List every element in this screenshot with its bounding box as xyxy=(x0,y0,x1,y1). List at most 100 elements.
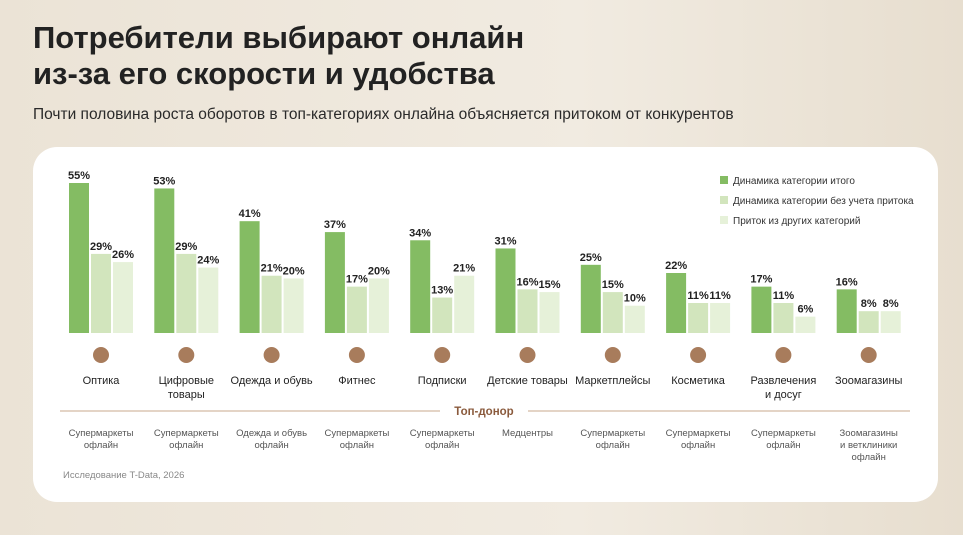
value-label: 11% xyxy=(687,290,709,302)
bar xyxy=(688,303,709,333)
category-label: Развлечения и досуг xyxy=(750,375,817,401)
value-label: 10% xyxy=(624,293,646,305)
category-icon xyxy=(860,347,877,363)
value-label: 13% xyxy=(431,285,453,297)
bar xyxy=(880,311,901,333)
bar xyxy=(602,292,623,333)
bar xyxy=(198,267,219,333)
category-label: Подписки xyxy=(417,375,467,387)
value-label: 37% xyxy=(324,219,346,231)
bar xyxy=(710,303,731,333)
bar xyxy=(91,253,111,333)
bar xyxy=(346,286,367,333)
bar xyxy=(324,232,345,333)
value-label: 21% xyxy=(261,263,283,275)
bar xyxy=(624,305,645,333)
donor-label: Супермаркеты офлайн xyxy=(665,428,731,451)
category-icon xyxy=(434,347,451,363)
value-label: 53% xyxy=(153,175,175,187)
value-label: 15% xyxy=(602,279,624,291)
bar xyxy=(795,316,816,333)
value-label: 17% xyxy=(750,274,772,286)
value-label: 21% xyxy=(453,263,475,275)
legend-label: Приток из других категорий xyxy=(733,216,860,227)
category-icon xyxy=(93,347,109,363)
value-label: 11% xyxy=(709,290,731,302)
donor-label: Супермаркеты офлайн xyxy=(324,428,390,451)
value-label: 8% xyxy=(861,298,877,310)
donor-label: Супермаркеты офлайн xyxy=(68,428,134,451)
bar xyxy=(154,188,175,333)
donor-label: Супермаркеты офлайн xyxy=(750,428,816,451)
bar xyxy=(454,275,475,333)
value-label: 20% xyxy=(283,265,305,277)
donor-label: Супермаркеты офлайн xyxy=(580,428,646,451)
value-label: 22% xyxy=(665,260,687,272)
donor-label: Супермаркеты офлайн xyxy=(153,428,219,451)
legend-swatch xyxy=(720,216,728,224)
bar xyxy=(432,297,453,333)
title: Потребители выбирают онлайн из-за его ск… xyxy=(33,20,525,91)
legend-swatch xyxy=(720,196,728,204)
bar xyxy=(113,262,133,333)
legend-label: Динамика категории итого xyxy=(733,176,855,187)
source: Исследование T-Data, 2026 xyxy=(63,470,184,481)
bar xyxy=(283,278,304,333)
bar xyxy=(858,311,879,333)
value-label: 55% xyxy=(68,170,90,182)
subtitle: Почти половина роста оборотов в топ-кате… xyxy=(33,106,734,123)
value-label: 16% xyxy=(516,276,538,288)
value-label: 11% xyxy=(773,290,795,302)
bar xyxy=(751,286,772,333)
legend-label: Динамика категории без учета притока xyxy=(733,195,914,207)
value-label: 8% xyxy=(883,298,899,310)
bar xyxy=(261,275,282,333)
value-label: 6% xyxy=(797,304,813,316)
donor-label: Одежда и обувь офлайн xyxy=(236,428,308,451)
bar xyxy=(239,221,260,333)
category-icon xyxy=(690,347,707,363)
value-label: 31% xyxy=(494,235,516,247)
category-icon xyxy=(519,347,536,363)
category-label: Цифровые товары xyxy=(158,375,215,401)
category-label: Маркетплейсы xyxy=(575,375,651,387)
donor-label: Зоомагазины и ветклиники офлайн xyxy=(839,428,898,463)
donor-label: Супермаркеты офлайн xyxy=(409,428,475,451)
value-label: 15% xyxy=(538,279,560,291)
value-label: 24% xyxy=(197,255,219,267)
bar xyxy=(580,264,601,333)
category-icon xyxy=(604,347,621,363)
value-label: 25% xyxy=(580,252,602,264)
value-label: 29% xyxy=(90,241,112,253)
bar xyxy=(517,289,538,333)
category-icon xyxy=(178,347,195,363)
value-label: 16% xyxy=(836,276,858,288)
bar xyxy=(495,248,516,333)
donor-label: Медцентры xyxy=(502,428,553,439)
category-label: Оптика xyxy=(82,375,120,387)
value-label: 34% xyxy=(409,227,431,239)
bar xyxy=(773,303,794,333)
value-label: 29% xyxy=(175,241,197,253)
category-label: Детские товары xyxy=(487,375,568,387)
legend-swatch xyxy=(720,176,728,184)
value-label: 41% xyxy=(239,208,261,220)
category-label: Зоомагазины xyxy=(834,375,903,387)
bar xyxy=(539,292,560,333)
donor-title: Топ-донор xyxy=(454,406,513,418)
category-icon xyxy=(775,347,792,363)
bar xyxy=(176,253,197,333)
bar xyxy=(69,183,89,333)
bar xyxy=(836,289,857,333)
value-label: 20% xyxy=(368,265,390,277)
category-label: Одежда и обувь xyxy=(230,375,313,387)
bar xyxy=(368,278,389,333)
bar xyxy=(410,240,431,333)
category-label: Косметика xyxy=(671,375,725,387)
category-label: Фитнес xyxy=(338,375,376,387)
value-label: 17% xyxy=(346,274,368,286)
bar xyxy=(666,273,687,333)
category-icon xyxy=(263,347,280,363)
